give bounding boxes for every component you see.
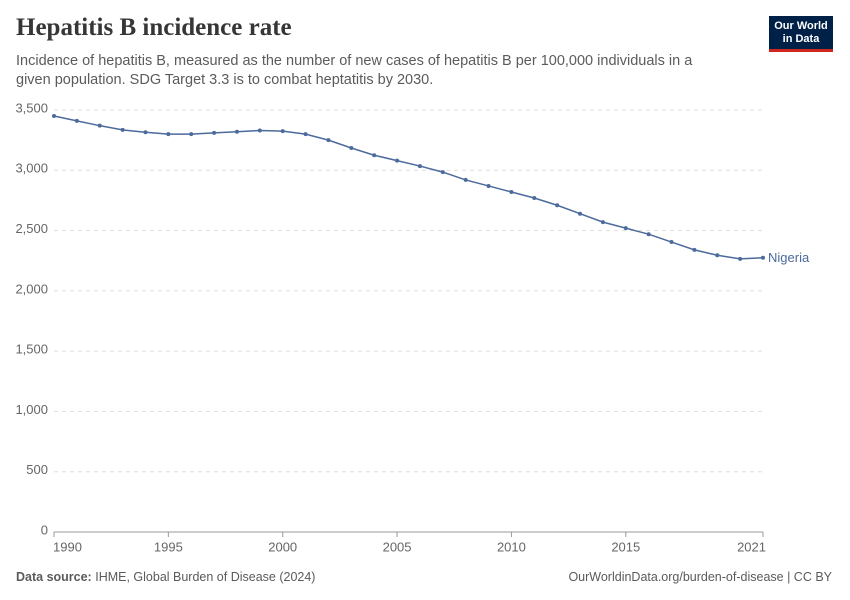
x-tick-label: 2005 (383, 539, 412, 554)
chart-subtitle: Incidence of hepatitis B, measured as th… (16, 53, 693, 88)
source: Data source: IHME, Global Burden of Dise… (16, 570, 315, 584)
data-point (692, 247, 697, 252)
data-point (120, 127, 125, 132)
data-point (463, 177, 468, 182)
source-text: IHME, Global Burden of Disease (2024) (95, 570, 316, 584)
data-point (486, 183, 491, 188)
data-point (509, 189, 514, 194)
y-tick-label: 2,000 (15, 281, 48, 296)
data-point (578, 211, 583, 216)
data-point (600, 220, 605, 225)
x-tick-label: 2015 (611, 539, 640, 554)
data-point (52, 114, 56, 119)
y-tick-label: 1,000 (15, 402, 48, 417)
data-point (349, 145, 354, 150)
y-tick-label: 500 (26, 462, 48, 477)
data-point (715, 253, 720, 258)
data-point (326, 138, 331, 143)
data-point (74, 118, 79, 123)
data-point (372, 153, 377, 158)
series-line (53, 115, 764, 260)
y-tick-label: 3,500 (15, 100, 48, 115)
data-point (166, 132, 171, 137)
y-tick-label: 1,500 (15, 342, 48, 357)
data-point (280, 129, 285, 134)
logo-line: in Data (782, 33, 820, 45)
url-license[interactable]: OurWorldinData.org/burden-of-disease | C… (568, 570, 832, 584)
logo[interactable]: Our World in Data (769, 16, 833, 52)
data-point (257, 128, 262, 133)
data-point (532, 196, 537, 201)
data-point (189, 132, 194, 137)
data-point (623, 226, 628, 231)
x-tick-label: 2000 (268, 539, 297, 554)
data-point (440, 170, 445, 175)
data-point (97, 123, 102, 128)
x-tick-label: 2021 (737, 539, 766, 554)
x-tick-label: 1995 (154, 539, 183, 554)
y-tick-label: 3,000 (15, 161, 48, 176)
data-point (234, 129, 239, 134)
data-point (395, 158, 400, 163)
data-point (143, 130, 148, 135)
data-point (555, 203, 560, 208)
y-tick-label: 0 (41, 522, 48, 537)
series-label: Nigeria (768, 250, 810, 265)
data-point (669, 240, 674, 245)
y-tick-label: 2,500 (15, 221, 48, 236)
data-point (761, 255, 765, 260)
data-point (646, 232, 651, 237)
data-point (417, 164, 422, 169)
data-point (738, 256, 743, 261)
logo-line: Our World (774, 20, 828, 32)
x-tick-label: 1990 (53, 539, 82, 554)
data-point (303, 132, 308, 137)
x-tick-label: 2010 (497, 539, 526, 554)
source-label: Data source: (16, 570, 92, 584)
data-point (212, 130, 217, 135)
chart-title: Hepatitis B incidence rate (16, 14, 292, 41)
